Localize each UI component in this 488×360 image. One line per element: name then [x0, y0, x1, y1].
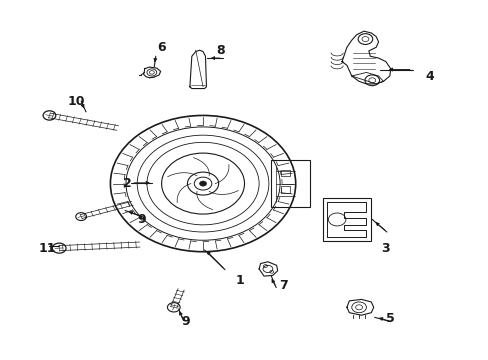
Text: 9: 9: [182, 315, 190, 328]
Text: 9: 9: [138, 213, 146, 226]
Text: 11: 11: [38, 242, 56, 255]
Text: 2: 2: [123, 177, 132, 190]
Text: 6: 6: [157, 41, 165, 54]
Text: 3: 3: [381, 242, 389, 255]
Bar: [281, 170, 289, 176]
Bar: [281, 186, 289, 193]
Bar: [271, 160, 310, 207]
Text: 4: 4: [425, 69, 433, 82]
Bar: [322, 198, 370, 241]
Text: 1: 1: [235, 274, 244, 287]
Text: 8: 8: [215, 44, 224, 57]
Text: 7: 7: [279, 279, 287, 292]
Text: 10: 10: [67, 95, 85, 108]
Text: 5: 5: [386, 311, 394, 325]
Circle shape: [199, 181, 206, 186]
